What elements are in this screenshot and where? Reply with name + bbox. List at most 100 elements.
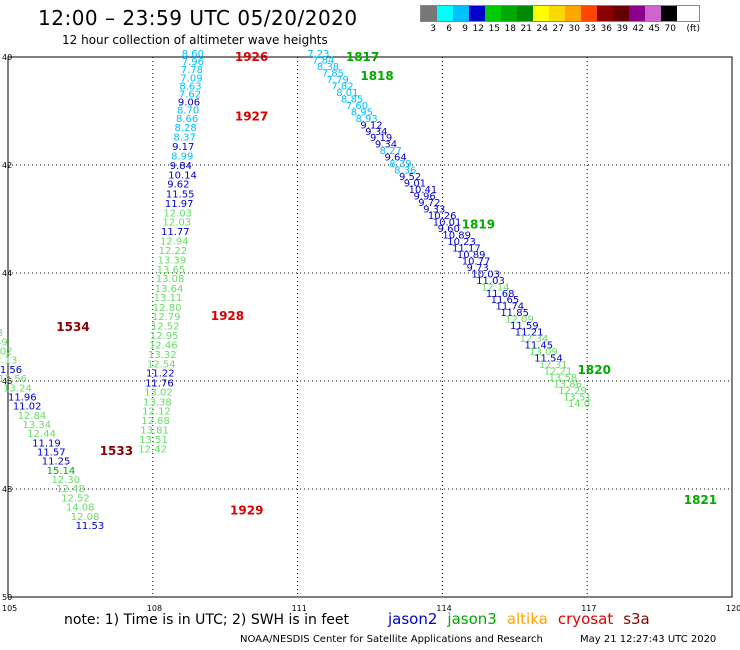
color-label: 39: [616, 24, 628, 34]
color-label: 15: [488, 24, 500, 34]
wave-height-value: 11.25: [42, 457, 71, 468]
wave-height-value: 10.01: [433, 217, 462, 228]
wave-height-value: 14.08: [66, 503, 95, 514]
wave-height-value: 8.70: [177, 106, 199, 117]
wave-height-value: 7.78: [181, 65, 203, 76]
wave-height-value: 11.17: [452, 243, 481, 254]
wave-height-value: 9.01: [404, 179, 426, 190]
pass-label: 1820: [578, 363, 611, 377]
color-label: 18: [504, 24, 516, 34]
wave-height-value: 12.31: [539, 360, 568, 371]
wave-height-value: 11.57: [37, 448, 66, 459]
wave-height-value: 13.38: [143, 397, 172, 408]
wave-height-value: 11.85: [500, 308, 529, 319]
wave-height-value: 12.48: [56, 484, 85, 495]
pass-label: 1926: [235, 50, 268, 64]
wave-height-value: 9.12: [360, 120, 382, 131]
wave-height-value: 7.96: [182, 57, 204, 68]
y-tick-label: 50: [2, 593, 12, 602]
wave-height-value: 11.22: [146, 369, 175, 380]
credit-footer: NOAA/NESDIS Center for Satellite Applica…: [240, 634, 543, 645]
wave-height-value: 8.28: [175, 123, 197, 134]
generated-timestamp: May 21 12:27:43 UTC 2020: [580, 634, 717, 645]
wave-height-value: 8.85: [341, 94, 363, 105]
wave-height-value: 10.23: [447, 237, 476, 248]
wave-height-value: 12.02: [0, 347, 13, 358]
wave-height-value: 11.56: [0, 365, 22, 376]
x-tick-label: 117: [581, 604, 596, 613]
y-tick-label: 40: [2, 53, 12, 62]
wave-height-value: 13.32: [148, 350, 177, 361]
color-label: 24: [536, 24, 548, 34]
wave-height-value: 12.03: [162, 217, 191, 228]
wave-height-value: 7.23: [307, 49, 329, 60]
wave-height-value: 13.39: [158, 255, 187, 266]
color-scale-legend: 3 6 9 12 15 18 21 24 27 30 33 36 39 42 45 70 (ft): [420, 5, 700, 34]
wave-height-value: 13.08: [156, 274, 185, 285]
pass-label: 1817: [346, 50, 379, 64]
satellite-legend-s3a: s3a: [623, 610, 650, 628]
wave-height-value: 11.59: [510, 321, 539, 332]
color-swatch: [437, 6, 453, 21]
wave-height-value: 11.21: [515, 328, 544, 339]
wave-height-value: 8.27: [380, 146, 402, 157]
wave-height-value: 9.19: [370, 133, 392, 144]
wave-height-value: 13.34: [22, 420, 51, 431]
wave-height-value: 13.64: [155, 284, 184, 295]
wave-height-value: 13.58: [549, 373, 578, 384]
y-tick-label: 44: [2, 269, 12, 278]
wave-height-value: 11.96: [8, 392, 37, 403]
wave-height-value: 12.95: [150, 331, 179, 342]
satellite-legend-altika: altika: [506, 610, 548, 628]
wave-height-value: 9.73: [467, 263, 489, 274]
wave-height-value: 12.03: [163, 208, 192, 219]
wave-height-value: 14.0: [568, 399, 590, 410]
wave-height-value: 11.76: [145, 378, 174, 389]
color-swatch: [421, 6, 437, 21]
wave-height-value: 11.77: [161, 227, 190, 238]
unit-label: (ft): [686, 24, 700, 34]
wave-height-value: 12.21: [544, 367, 573, 378]
wave-height-value: 7.60: [346, 101, 368, 112]
color-swatch: [533, 6, 549, 21]
color-label: 42: [632, 24, 644, 34]
wave-height-value: 8.99: [171, 152, 193, 163]
wave-height-value: 13.02: [144, 388, 173, 399]
wave-height-value: 8.38: [317, 62, 339, 73]
wave-height-value: 9.96: [413, 192, 435, 203]
wave-height-value: 12.56: [0, 374, 27, 385]
pass-label: 1929: [230, 504, 263, 518]
wave-height-value: 7.84: [312, 55, 334, 66]
wave-height-value: 10.77: [462, 256, 491, 267]
wave-height-value: 13.24: [3, 383, 32, 394]
wave-height-value: 11.19: [32, 438, 61, 449]
wave-height-value: 12.14: [481, 282, 510, 293]
wave-height-value: 8.63: [179, 81, 201, 92]
color-swatch: [581, 6, 597, 21]
color-label: 36: [600, 24, 612, 34]
y-tick-label: 48: [2, 485, 12, 494]
wave-height-value: 12.54: [147, 360, 176, 371]
wave-height-value: 9.62: [167, 180, 189, 191]
wave-height-value: 12.44: [27, 429, 56, 440]
map-frame: [7, 56, 733, 598]
wave-height-value: 9.84: [170, 161, 192, 172]
wave-height-value: 13.51: [139, 435, 168, 446]
wave-height-value: 12.09: [505, 315, 534, 326]
wave-height-value: 10.89: [442, 230, 471, 241]
wave-height-value: 12.88: [141, 416, 170, 427]
wave-height-value: 9.52: [399, 172, 421, 183]
color-swatch: [565, 6, 581, 21]
wave-height-value: 11.55: [166, 189, 195, 200]
wave-height-value: 11.45: [524, 341, 553, 352]
wave-height-value: 9.60: [438, 224, 460, 235]
wave-height-value: 12.52: [151, 322, 180, 333]
wave-height-value: 11.02: [13, 402, 42, 413]
wave-height-value: 8.36: [394, 166, 416, 177]
color-label: 9: [462, 24, 468, 34]
wave-height-value: 9.33: [423, 205, 445, 216]
page-subtitle: 12 hour collection of altimeter wave hei…: [62, 33, 328, 47]
color-swatch: [661, 6, 677, 21]
wave-height-value: 11.68: [486, 289, 515, 300]
